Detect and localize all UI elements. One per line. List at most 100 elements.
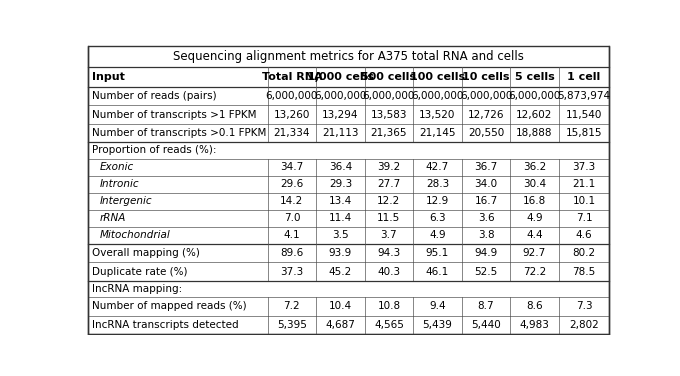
- Text: 7.0: 7.0: [284, 213, 300, 223]
- Text: 4,983: 4,983: [520, 320, 549, 330]
- Text: 94.9: 94.9: [475, 248, 498, 258]
- Text: 39.2: 39.2: [377, 162, 401, 172]
- Text: 5,395: 5,395: [277, 320, 307, 330]
- Text: 94.3: 94.3: [377, 248, 401, 258]
- Text: 40.3: 40.3: [377, 267, 401, 277]
- Text: 21,334: 21,334: [273, 128, 310, 138]
- Text: Number of transcripts >1 FPKM: Number of transcripts >1 FPKM: [92, 110, 256, 120]
- Text: 5,439: 5,439: [422, 320, 452, 330]
- Text: 4,687: 4,687: [326, 320, 356, 330]
- Text: 18,888: 18,888: [516, 128, 553, 138]
- Text: 3.5: 3.5: [332, 230, 349, 240]
- Text: 5,440: 5,440: [471, 320, 501, 330]
- Text: 10.1: 10.1: [573, 196, 596, 206]
- Text: lncRNA mapping:: lncRNA mapping:: [92, 284, 182, 294]
- Text: Overall mapping (%): Overall mapping (%): [92, 248, 200, 258]
- Text: Sequencing alignment metrics for A375 total RNA and cells: Sequencing alignment metrics for A375 to…: [173, 50, 524, 63]
- Text: 11,540: 11,540: [566, 110, 602, 120]
- Text: 95.1: 95.1: [426, 248, 449, 258]
- Text: 12,726: 12,726: [468, 110, 505, 120]
- Text: 6,000,000: 6,000,000: [411, 91, 464, 101]
- Text: 92.7: 92.7: [523, 248, 546, 258]
- Text: 89.6: 89.6: [280, 248, 303, 258]
- Text: 6,000,000: 6,000,000: [460, 91, 512, 101]
- Text: 42.7: 42.7: [426, 162, 449, 172]
- Text: 29.3: 29.3: [329, 179, 352, 189]
- Text: 6,000,000: 6,000,000: [362, 91, 415, 101]
- Text: rRNA: rRNA: [99, 213, 126, 223]
- Text: 36.7: 36.7: [475, 162, 498, 172]
- Text: 46.1: 46.1: [426, 267, 449, 277]
- Text: 6,000,000: 6,000,000: [266, 91, 318, 101]
- Text: Number of transcripts >0.1 FPKM: Number of transcripts >0.1 FPKM: [92, 128, 267, 138]
- Text: 29.6: 29.6: [280, 179, 303, 189]
- Text: 7.1: 7.1: [576, 213, 592, 223]
- Text: 12.9: 12.9: [426, 196, 449, 206]
- Text: 3.7: 3.7: [381, 230, 397, 240]
- Text: 13,260: 13,260: [274, 110, 310, 120]
- Text: 4.6: 4.6: [576, 230, 592, 240]
- Text: Number of mapped reads (%): Number of mapped reads (%): [92, 301, 246, 311]
- Text: 11.4: 11.4: [329, 213, 352, 223]
- Text: 5,873,974: 5,873,974: [558, 91, 611, 101]
- Text: 21,113: 21,113: [322, 128, 358, 138]
- Text: lncRNA transcripts detected: lncRNA transcripts detected: [92, 320, 239, 330]
- Text: Number of reads (pairs): Number of reads (pairs): [92, 91, 216, 101]
- Text: 12.2: 12.2: [377, 196, 401, 206]
- Text: 10 cells: 10 cells: [462, 72, 510, 82]
- Text: 20,550: 20,550: [468, 128, 504, 138]
- Text: 37.3: 37.3: [280, 267, 303, 277]
- Text: 10.4: 10.4: [329, 301, 352, 311]
- Text: 8.7: 8.7: [477, 301, 494, 311]
- Text: 6.3: 6.3: [429, 213, 446, 223]
- Text: 6,000,000: 6,000,000: [509, 91, 561, 101]
- Text: Duplicate rate (%): Duplicate rate (%): [92, 267, 188, 277]
- Text: 11.5: 11.5: [377, 213, 401, 223]
- Text: 10.8: 10.8: [377, 301, 401, 311]
- Text: 13,294: 13,294: [322, 110, 358, 120]
- Text: 4.9: 4.9: [429, 230, 446, 240]
- Text: 3.6: 3.6: [477, 213, 494, 223]
- Text: 13,520: 13,520: [420, 110, 456, 120]
- Text: 4.9: 4.9: [526, 213, 543, 223]
- Text: 16.8: 16.8: [523, 196, 546, 206]
- Text: 4.1: 4.1: [284, 230, 300, 240]
- Text: 52.5: 52.5: [475, 267, 498, 277]
- Text: 78.5: 78.5: [573, 267, 596, 277]
- Text: Total RNA: Total RNA: [262, 72, 322, 82]
- Text: 37.3: 37.3: [573, 162, 596, 172]
- Text: 34.7: 34.7: [280, 162, 303, 172]
- Text: 7.2: 7.2: [284, 301, 300, 311]
- Text: 36.2: 36.2: [523, 162, 546, 172]
- Text: Input: Input: [92, 72, 124, 82]
- Text: 8.6: 8.6: [526, 301, 543, 311]
- Text: 9.4: 9.4: [429, 301, 446, 311]
- Text: Mitochondrial: Mitochondrial: [99, 230, 170, 240]
- Text: 3.8: 3.8: [477, 230, 494, 240]
- Text: 36.4: 36.4: [329, 162, 352, 172]
- Text: 28.3: 28.3: [426, 179, 449, 189]
- Text: 4.4: 4.4: [526, 230, 543, 240]
- Text: 21.1: 21.1: [573, 179, 596, 189]
- Text: 5 cells: 5 cells: [515, 72, 554, 82]
- Text: 14.2: 14.2: [280, 196, 303, 206]
- Text: 27.7: 27.7: [377, 179, 401, 189]
- Text: 34.0: 34.0: [475, 179, 498, 189]
- Text: 21,145: 21,145: [419, 128, 456, 138]
- Text: 1,000 cells: 1,000 cells: [307, 72, 374, 82]
- Text: 100 cells: 100 cells: [410, 72, 465, 82]
- Text: 72.2: 72.2: [523, 267, 546, 277]
- Text: 12,602: 12,602: [516, 110, 553, 120]
- Text: 7.3: 7.3: [576, 301, 592, 311]
- Text: 13.4: 13.4: [329, 196, 352, 206]
- Text: 30.4: 30.4: [523, 179, 546, 189]
- Text: 21,365: 21,365: [371, 128, 407, 138]
- Text: 80.2: 80.2: [573, 248, 596, 258]
- Text: 4,565: 4,565: [374, 320, 404, 330]
- Text: 6,000,000: 6,000,000: [314, 91, 367, 101]
- Text: 1 cell: 1 cell: [567, 72, 600, 82]
- Text: 13,583: 13,583: [371, 110, 407, 120]
- Text: Proportion of reads (%):: Proportion of reads (%):: [92, 146, 216, 156]
- Text: 500 cells: 500 cells: [362, 72, 416, 82]
- Text: 2,802: 2,802: [569, 320, 599, 330]
